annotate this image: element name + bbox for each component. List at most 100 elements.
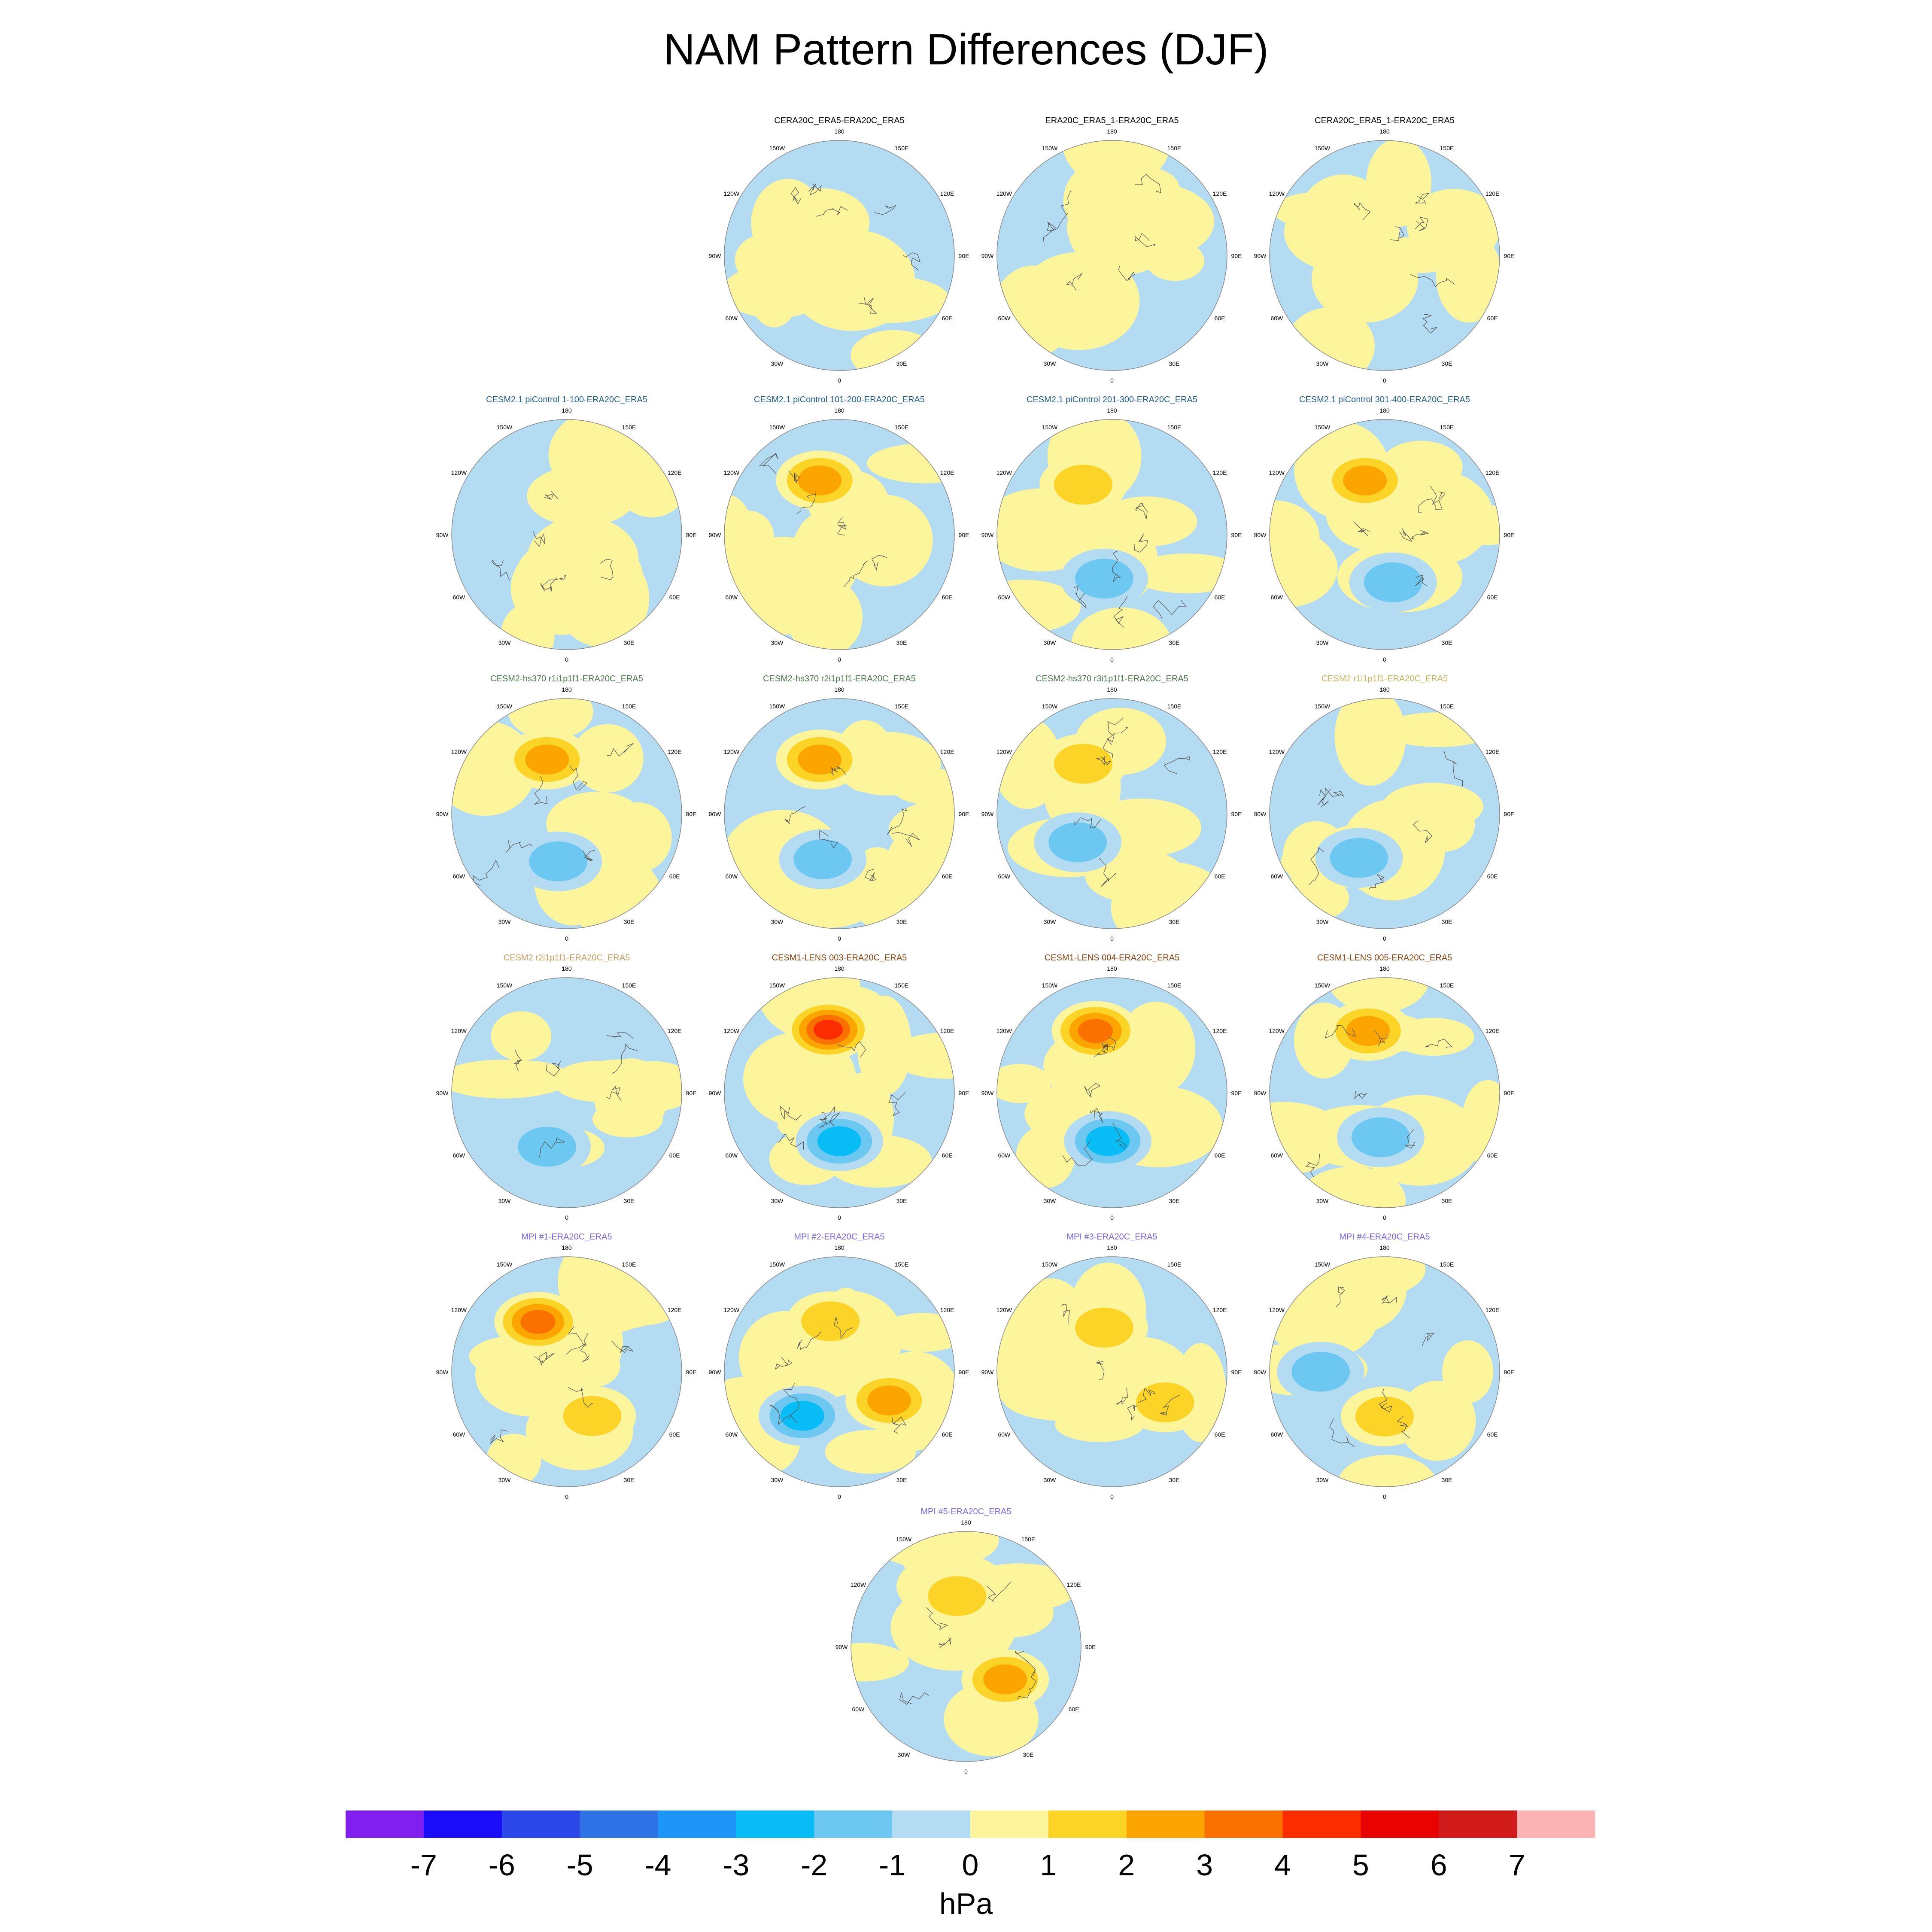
coastline — [532, 531, 545, 547]
anomaly-contour — [1048, 822, 1107, 863]
colorbar-tick-label: -2 — [801, 1848, 827, 1882]
anomaly-region — [724, 264, 828, 319]
coastline — [568, 1387, 593, 1408]
coastline — [1369, 874, 1385, 889]
lon-tick-label: 120W — [851, 1581, 866, 1588]
lon-tick-label: 90E — [1504, 811, 1515, 817]
lon-tick-label: 180 — [1107, 128, 1117, 135]
colorbar-swatch — [970, 1810, 1049, 1838]
lon-tick-label: 150E — [895, 1261, 909, 1268]
anomaly-region — [889, 1033, 954, 1079]
coastline — [777, 1133, 804, 1150]
lon-tick-label: 0 — [1110, 377, 1114, 384]
lon-tick-label: 150W — [1315, 1261, 1331, 1268]
anomaly-contour — [1041, 252, 1129, 313]
lon-tick-label: 60W — [725, 1152, 738, 1159]
coastline — [1399, 528, 1413, 542]
coastline — [1096, 756, 1112, 766]
anomaly-region — [1055, 1406, 1144, 1442]
lon-tick-label: 30W — [771, 360, 784, 367]
lon-tick-label: 120W — [724, 1027, 740, 1034]
lon-tick-label: 0 — [1110, 935, 1114, 942]
anomaly-contour — [798, 465, 842, 495]
coastline — [1115, 1388, 1128, 1405]
lon-tick-label: 120E — [1485, 1027, 1500, 1034]
lon-tick-label: 120W — [451, 748, 467, 755]
coastline — [611, 1340, 634, 1353]
lon-tick-label: 0 — [565, 1493, 568, 1500]
lon-tick-label: 60E — [942, 873, 953, 880]
lon-tick-label: 30E — [1442, 639, 1452, 646]
coastline — [926, 1607, 949, 1631]
lon-tick-label: 120W — [996, 1027, 1012, 1034]
coastline — [539, 1138, 565, 1157]
coastline — [834, 1317, 854, 1339]
coastline — [987, 1581, 1012, 1602]
colorbar-swatch — [423, 1810, 502, 1838]
anomaly-contour — [801, 1301, 860, 1342]
lon-tick-label: 120E — [668, 1027, 682, 1034]
lon-tick-label: 30E — [624, 1197, 635, 1204]
coastline — [1422, 1333, 1435, 1346]
panel-title: CESM2 r2i1p1f1-ERA20C_ERA5 — [504, 953, 630, 963]
colorbar-swatch — [1439, 1810, 1517, 1838]
colorbar-swatch — [1126, 1810, 1205, 1838]
lon-tick-label: 90E — [959, 811, 969, 817]
lon-tick-label: 30W — [771, 639, 784, 646]
coastline — [1096, 1360, 1105, 1380]
coastline — [1153, 600, 1187, 620]
lon-tick-label: 0 — [1110, 656, 1114, 663]
panel-16: MPI #2-ERA20C_ERA5 180 150E 120E 90E 60E 30E 0 3… — [709, 1232, 969, 1500]
lon-tick-label: 90W — [436, 1369, 449, 1376]
coastline — [534, 1352, 555, 1366]
anomaly-region — [867, 443, 954, 483]
panel-title: ERA20C_ERA5_1-ERA20C_ERA5 — [1045, 116, 1179, 125]
lon-tick-label: 60W — [998, 1431, 1011, 1438]
lon-tick-label: 180 — [961, 1519, 971, 1526]
colorbar-swatch — [346, 1810, 424, 1838]
lon-tick-label: 180 — [1107, 1244, 1117, 1251]
coastline — [1373, 1030, 1388, 1046]
lon-tick-label: 150W — [497, 982, 513, 989]
panel-boundary — [724, 419, 955, 650]
lon-tick-label: 150E — [1167, 703, 1182, 710]
lon-tick-label: 150W — [769, 145, 785, 152]
coastline — [1101, 1036, 1117, 1051]
lon-tick-label: 0 — [565, 1214, 568, 1221]
panel-2: CERA20C_ERA5_1-ERA20C_ERA5 180 150E 120E 90E… — [1254, 116, 1515, 384]
lon-tick-label: 0 — [1383, 935, 1386, 942]
panel-boundary — [996, 140, 1227, 371]
lon-tick-label: 0 — [565, 656, 568, 663]
coastline — [1413, 821, 1433, 843]
coastline — [1043, 222, 1056, 246]
lon-tick-label: 30W — [498, 639, 511, 646]
lon-tick-label: 60E — [669, 594, 680, 601]
coastline — [472, 860, 500, 886]
lon-tick-label: 150E — [1440, 1261, 1454, 1268]
colorbar-swatch — [1048, 1810, 1127, 1838]
anomaly-region — [997, 580, 1081, 633]
panel-map — [851, 1531, 1081, 1762]
lon-tick-label: 90W — [1254, 532, 1267, 538]
lon-tick-label: 30W — [498, 918, 511, 925]
lon-tick-label: 90W — [981, 1369, 994, 1376]
colorbar-tick-label: -6 — [489, 1848, 515, 1882]
lon-tick-label: 60E — [1215, 873, 1225, 880]
colorbar-swatch — [1204, 1810, 1283, 1838]
lon-tick-label: 60E — [1487, 1152, 1498, 1159]
coastline — [1379, 1388, 1393, 1413]
lon-tick-label: 120E — [1213, 190, 1227, 197]
panel-boundary — [1269, 1256, 1500, 1487]
lon-tick-label: 30E — [896, 639, 907, 646]
coastline — [821, 1112, 840, 1127]
lon-tick-label: 120W — [1269, 469, 1285, 476]
lon-tick-label: 30E — [1169, 1197, 1180, 1204]
coastline — [1107, 717, 1124, 745]
panel-19: MPI #5-ERA20C_ERA5 180 150E 120E 90E 60E 30E 0 3… — [835, 1507, 1096, 1775]
anomaly-contour — [1355, 1396, 1414, 1437]
lon-tick-label: 90W — [436, 811, 449, 817]
panel-title: CERA20C_ERA5-ERA20C_ERA5 — [774, 116, 904, 125]
coastline — [1017, 1668, 1037, 1699]
colorbar-tick-label: 1 — [1040, 1848, 1057, 1882]
colorbar-swatch — [501, 1810, 580, 1838]
